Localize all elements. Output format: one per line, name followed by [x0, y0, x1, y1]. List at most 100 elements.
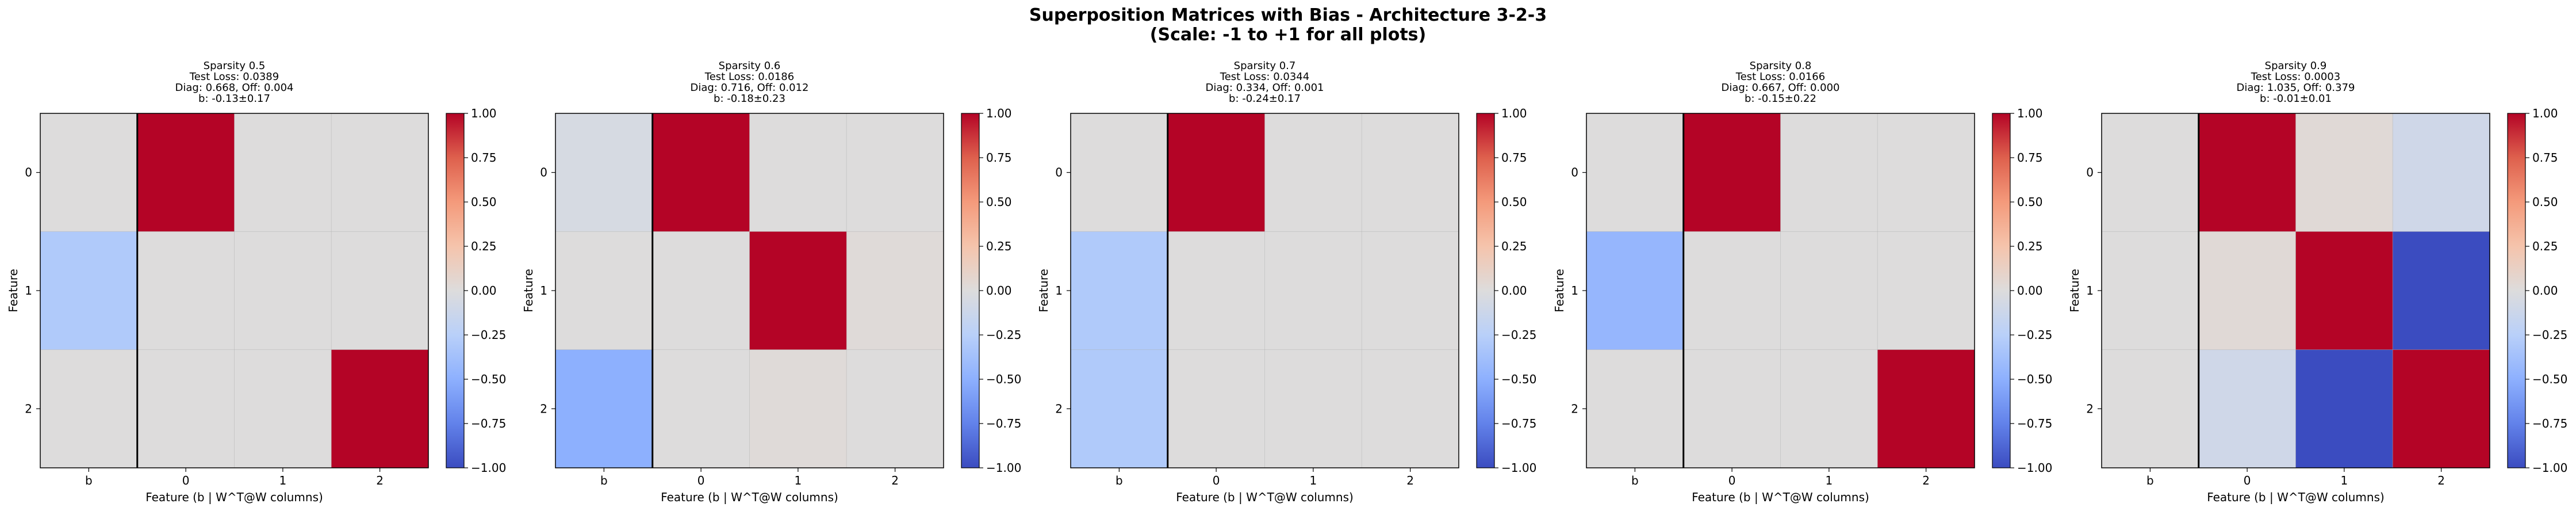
colorbar-tick-label: −0.50 [1501, 372, 1536, 386]
y-tick-label: 2 [1571, 402, 1578, 415]
x-axis-label: Feature (b | W^T@W columns) [2207, 490, 2385, 504]
heatmap-cell [2393, 231, 2490, 350]
heatmap-cell [1362, 113, 1459, 232]
colorbar-tick-label: 0.75 [471, 151, 497, 165]
heatmap-cell [1362, 231, 1459, 350]
x-tick-label: 1 [795, 474, 802, 487]
panel-title-line: Sparsity 0.9 [2265, 60, 2327, 72]
panel-title-line: Diag: 0.667, Off: 0.000 [1722, 82, 1840, 94]
suptitle-line-1: Superposition Matrices with Bias - Archi… [1029, 5, 1547, 25]
heatmap-cell [1780, 349, 1878, 468]
heatmap-cell [137, 113, 235, 232]
x-tick-label: 1 [1826, 474, 1833, 487]
panel-title-line: Test Loss: 0.0186 [704, 71, 794, 83]
colorbar-tick-label: −1.00 [2532, 461, 2567, 475]
y-tick-label: 0 [540, 166, 547, 180]
colorbar-tick-label: −0.75 [2532, 417, 2567, 430]
colorbar-tick-label: 0.00 [986, 284, 1012, 298]
colorbar-tick-label: −0.25 [1501, 328, 1536, 342]
colorbar [961, 113, 979, 468]
panel-title-line: Test Loss: 0.0389 [189, 71, 279, 83]
heatmap-cell [234, 349, 332, 468]
x-tick-label: b [600, 474, 608, 487]
heatmap-cell [555, 349, 653, 468]
y-tick-label: 2 [1055, 402, 1063, 415]
heatmap-cell [1264, 231, 1362, 350]
heatmap-cell [1683, 231, 1781, 350]
colorbar [1992, 113, 2010, 468]
colorbar-tick-label: −0.25 [986, 328, 1021, 342]
colorbar-tick-label: 0.50 [986, 195, 1012, 209]
heatmap-cell [331, 349, 429, 468]
panel-title-line: b: -0.18±0.23 [714, 93, 785, 105]
colorbar-tick-label: −0.50 [2017, 372, 2052, 386]
colorbar-tick-label: 0.50 [2532, 195, 2558, 209]
heatmap-cell [1683, 113, 1781, 232]
colorbar-tick-label: 0.00 [471, 284, 497, 298]
x-tick-label: 1 [2341, 474, 2348, 487]
panel-title-line: Test Loss: 0.0003 [2251, 71, 2340, 83]
heatmap-cell [1071, 349, 1168, 468]
y-axis-label: Feature [522, 269, 535, 312]
colorbar-tick-label: −0.25 [2017, 328, 2052, 342]
colorbar-tick-label: 0.75 [1501, 151, 1527, 165]
colorbar-tick-label: −0.25 [2532, 328, 2567, 342]
heatmap-cell [2198, 113, 2296, 232]
heatmap-cell [1586, 231, 1684, 350]
x-tick-label: b [2146, 474, 2154, 487]
panel-title-line: b: -0.24±0.17 [1229, 93, 1301, 105]
x-tick-label: 0 [1213, 474, 1220, 487]
x-tick-label: 2 [1406, 474, 1414, 487]
y-tick-label: 1 [2086, 284, 2094, 298]
heatmap-cell [1683, 349, 1781, 468]
y-tick-label: 0 [1571, 166, 1578, 180]
colorbar-tick-label: 0.00 [2532, 284, 2558, 298]
panel-title-line: b: -0.15±0.22 [1745, 93, 1816, 105]
panel-title-line: Diag: 0.668, Off: 0.004 [175, 82, 294, 94]
heatmap-cell [2393, 349, 2490, 468]
x-tick-label: b [1631, 474, 1639, 487]
heatmap-cell [1780, 231, 1878, 350]
y-tick-label: 2 [540, 402, 547, 415]
heatmap-cell [1877, 113, 1975, 232]
panel-title-line: Sparsity 0.8 [1750, 60, 1812, 72]
heatmap-cell [846, 349, 944, 468]
colorbar-tick-label: −1.00 [986, 461, 1021, 475]
x-tick-label: 2 [376, 474, 384, 487]
heatmap-cell [234, 113, 332, 232]
colorbar-tick-label: −0.75 [471, 417, 506, 430]
heatmap-cell [2295, 231, 2393, 350]
y-tick-label: 1 [1055, 284, 1063, 298]
colorbar-tick-label: −0.75 [2017, 417, 2052, 430]
colorbar-tick-label: 0.00 [1501, 284, 1527, 298]
heatmap-cell [1586, 349, 1684, 468]
heatmap-cell [1877, 349, 1975, 468]
colorbar-tick-label: 1.00 [471, 106, 497, 120]
colorbar-tick-label: 1.00 [986, 106, 1012, 120]
colorbar-tick-label: 0.75 [986, 151, 1012, 165]
x-tick-label: 0 [697, 474, 705, 487]
panel-title-line: Test Loss: 0.0344 [1220, 71, 1309, 83]
x-tick-label: 0 [182, 474, 190, 487]
heatmap-cell [1167, 349, 1265, 468]
colorbar-tick-label: 0.25 [471, 239, 497, 253]
colorbar-tick-label: 1.00 [1501, 106, 1527, 120]
colorbar-tick-label: 0.25 [986, 239, 1012, 253]
y-tick-label: 2 [2086, 402, 2094, 415]
heatmap-cell [846, 231, 944, 350]
panel-title-line: Diag: 0.334, Off: 0.001 [1206, 82, 1324, 94]
heatmap-cell [652, 231, 750, 350]
colorbar-tick-label: −0.25 [471, 328, 506, 342]
colorbar-tick-label: −1.00 [2017, 461, 2052, 475]
heatmap-cell [331, 231, 429, 350]
heatmap-cell [2102, 349, 2199, 468]
heatmap-cell [2102, 231, 2199, 350]
colorbar-tick-label: −0.75 [986, 417, 1021, 430]
x-axis-label: Feature (b | W^T@W columns) [145, 490, 323, 504]
colorbar-tick-label: −0.50 [986, 372, 1021, 386]
colorbar-tick-label: 1.00 [2532, 106, 2558, 120]
